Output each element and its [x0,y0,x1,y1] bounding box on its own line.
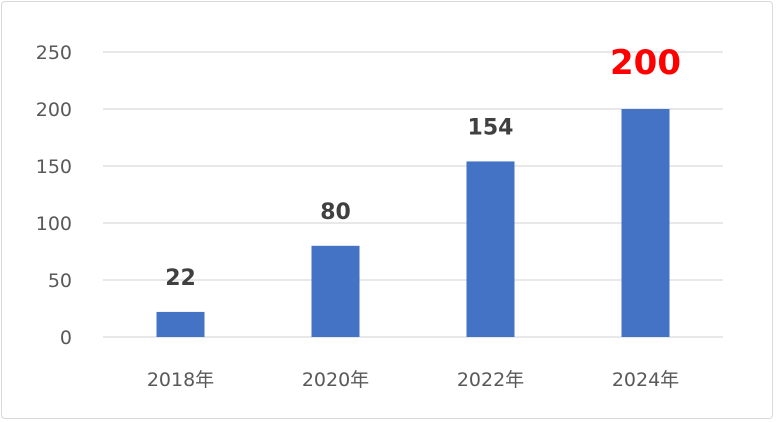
bar [466,161,515,337]
y-tick-label: 200 [36,99,72,121]
x-tick-label: 2018年 [147,369,214,391]
x-tick-label: 2024年 [612,369,679,391]
y-tick-label: 0 [60,327,72,349]
bar [621,109,670,337]
data-label: 80 [320,200,351,225]
y-tick-label: 50 [48,270,72,292]
y-tick-label: 100 [36,213,72,235]
x-tick-label: 2022年 [457,369,524,391]
data-label: 200 [610,43,681,83]
data-label: 22 [165,266,196,291]
data-label: 154 [468,115,514,140]
bar [156,311,205,337]
bar [311,245,360,337]
y-tick-label: 250 [36,42,72,64]
y-tick-label: 150 [36,156,72,178]
x-tick-label: 2020年 [302,369,369,391]
